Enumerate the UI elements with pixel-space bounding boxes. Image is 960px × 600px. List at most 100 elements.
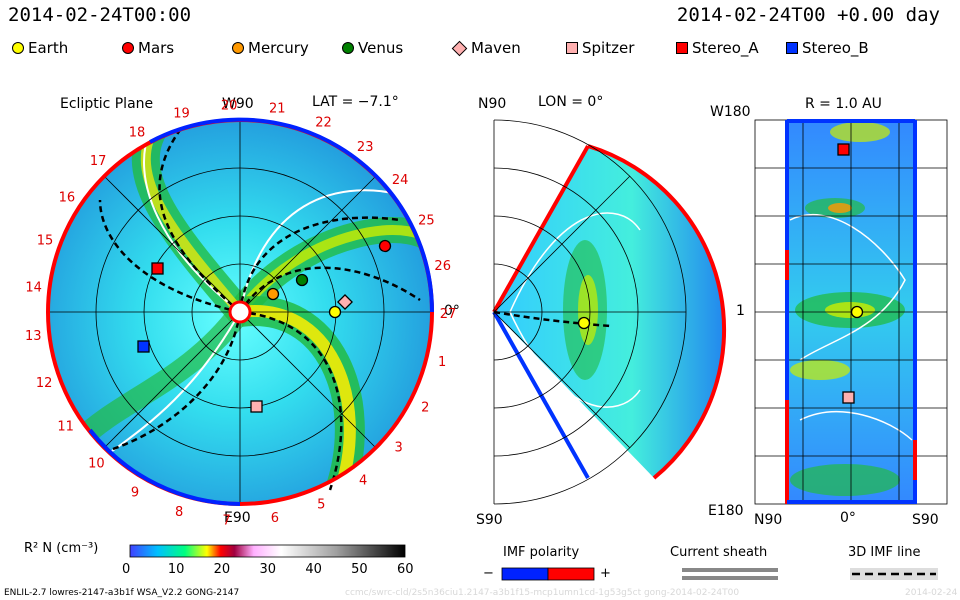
colorbar-tick: 10 <box>167 562 185 577</box>
sector-label: 7 <box>223 514 231 529</box>
ecliptic-plane-disk <box>46 117 435 506</box>
legend-item-stereo-a: Stereo_A <box>676 39 759 57</box>
legend-label: Earth <box>28 39 69 57</box>
sector-label: 23 <box>357 140 374 155</box>
sector-label: 13 <box>25 329 42 344</box>
imf-line-label: 3D IMF line <box>848 545 921 560</box>
meridional-title: LON = 0° <box>538 94 604 110</box>
radial-bottom-left: E180 <box>708 503 744 519</box>
meridional-plane <box>492 119 727 505</box>
sector-label: 1 <box>438 355 446 370</box>
sector-label: 4 <box>359 474 367 489</box>
sector-label: 19 <box>173 106 190 121</box>
sector-label: 24 <box>392 173 409 188</box>
current-sheath-label: Current sheath <box>670 545 768 560</box>
sector-labels: 20 21222324252627123456789101112131415161… <box>25 98 456 528</box>
radial-x-right: S90 <box>912 512 939 528</box>
venus-marker <box>295 273 309 287</box>
legend-item-mars: Mars <box>122 39 174 57</box>
colorbar-label: R² N (cm⁻³) <box>24 541 99 556</box>
sector-label: 3 <box>394 441 402 456</box>
meridional-bottom-label: S90 <box>476 512 503 528</box>
stereo-b-marker <box>137 340 150 353</box>
earth-marker <box>328 305 342 319</box>
current-sheath-legend <box>682 568 778 580</box>
radial-x-left: N90 <box>754 512 783 528</box>
legend-label: Spitzer <box>582 39 635 57</box>
sector-label: 11 <box>57 419 74 434</box>
sector-label: 14 <box>25 281 42 296</box>
radial-x-mid: 0° <box>840 510 856 526</box>
radial-title: R = 1.0 AU <box>805 96 882 112</box>
legend-item-stereo-b: Stereo_B <box>786 39 869 57</box>
legend-item-maven: Maven <box>451 39 521 57</box>
meridional-earth-marker <box>577 316 591 330</box>
circle-marker-icon <box>232 42 244 54</box>
circle-marker-icon <box>122 42 134 54</box>
mars-marker <box>378 239 392 253</box>
ecliptic-top-label: W90 <box>222 96 254 112</box>
colorbar-tick: 60 <box>397 562 414 577</box>
mercury-marker <box>266 287 280 301</box>
sector-label: 21 <box>269 101 286 116</box>
radial-panel <box>754 119 948 505</box>
sector-label: 15 <box>37 234 54 249</box>
radial-top-left: W180 <box>710 104 751 120</box>
circle-marker-icon <box>342 42 354 54</box>
colorbar-tick: 0 <box>122 562 131 577</box>
maven-marker <box>337 294 353 310</box>
sector-label: 18 <box>129 125 146 140</box>
sector-label: 16 <box>59 191 76 206</box>
square-marker-icon <box>786 42 798 54</box>
ecliptic-bottom-label: E90 <box>224 510 251 526</box>
legend-item-earth: Earth <box>12 39 68 57</box>
radial-mid-left: 1 <box>736 303 745 319</box>
density-colorbar <box>129 544 406 558</box>
radial-stereo-a-marker <box>837 143 850 156</box>
sector-label: 27 <box>440 307 457 322</box>
ecliptic-lat: LAT = −7.1° <box>312 94 399 110</box>
radial-earth-marker <box>850 305 864 319</box>
sector-label: 10 <box>88 457 105 472</box>
sector-label: 17 <box>90 154 107 169</box>
colorbar-tick: 20 <box>213 562 231 577</box>
footer-stamp: 2014-02-24 <box>905 588 958 598</box>
imf-polarity-minus: − <box>483 566 494 581</box>
header-right-time: 2014-02-24T00 +0.00 day <box>676 4 940 26</box>
meridional-top-label: N90 <box>478 96 507 112</box>
sector-label: 20 <box>221 98 238 113</box>
legend-label: Stereo_B <box>802 39 869 57</box>
imf-polarity-plus: + <box>600 566 611 581</box>
sector-label: 2 <box>421 400 429 415</box>
sector-label: 26 <box>434 259 451 274</box>
footer-model: ENLIL-2.7 lowres-2147-a3b1f WSA_V2.2 GON… <box>4 588 240 598</box>
imf-polarity-label: IMF polarity <box>503 545 580 560</box>
colorbar-tick: 40 <box>305 562 322 577</box>
sector-label: 5 <box>317 498 325 513</box>
legend-label: Mars <box>138 39 175 57</box>
sector-label: 12 <box>36 376 53 391</box>
square-marker-icon <box>566 42 578 54</box>
imf-line-legend <box>850 568 938 580</box>
sector-label: 8 <box>175 505 183 520</box>
sector-label: 25 <box>418 214 435 229</box>
legend-item-mercury: Mercury <box>232 39 309 57</box>
header-left-time: 2014-02-24T00:00 <box>8 4 192 26</box>
legend-label: Venus <box>358 39 404 57</box>
ecliptic-title: Ecliptic Plane <box>60 96 154 112</box>
square-marker-icon <box>676 42 688 54</box>
sector-label: 9 <box>131 486 139 501</box>
legend-item-venus: Venus <box>342 39 403 57</box>
legend-label: Maven <box>471 39 521 57</box>
legend-item-spitzer: Spitzer <box>566 39 634 57</box>
spitzer-marker <box>250 400 263 413</box>
legend-label: Stereo_A <box>692 39 759 57</box>
colorbar-tick: 30 <box>259 562 277 577</box>
circle-marker-icon <box>12 42 24 54</box>
stereo-a-marker <box>151 262 164 275</box>
radial-spitzer-marker <box>842 391 855 404</box>
legend-label: Mercury <box>248 39 309 57</box>
sector-label: 22 <box>315 116 332 131</box>
colorbar-tick: 50 <box>351 562 368 577</box>
